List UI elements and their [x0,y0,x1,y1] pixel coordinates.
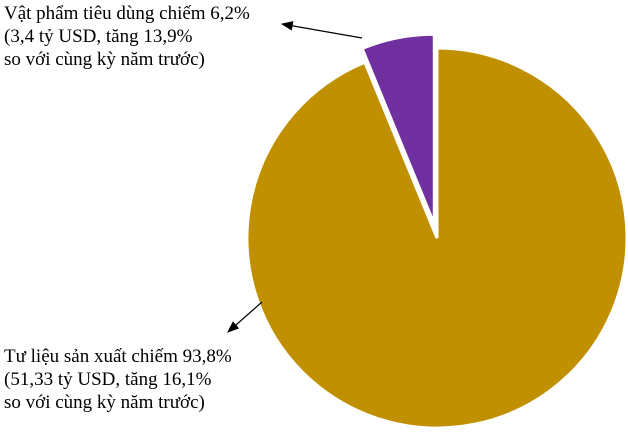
label-line: Vật phẩm tiêu dùng chiếm 6,2% [4,3,250,24]
leader-line-consumer-goods [280,21,363,39]
slice-label-consumer-goods: Vật phẩm tiêu dùng chiếm 6,2% (3,4 tỷ US… [4,2,250,71]
label-line: Tư liệu sản xuất chiếm 93,8% [4,346,232,367]
label-line: so với cùng kỳ năm trước) [4,392,205,413]
pie-slice-production-goods [245,46,628,430]
pie-slices [245,32,628,430]
label-line: (51,33 tỷ USD, tăng 16,1% [4,369,212,390]
label-line: so với cùng kỳ năm trước) [4,49,205,70]
pie-slice-consumer-goods [360,32,436,225]
slice-label-production-goods: Tư liệu sản xuất chiếm 93,8% (51,33 tỷ U… [4,345,232,414]
leader-line-production-goods [227,301,263,333]
label-line: (3,4 tỷ USD, tăng 13,9% [4,26,193,47]
